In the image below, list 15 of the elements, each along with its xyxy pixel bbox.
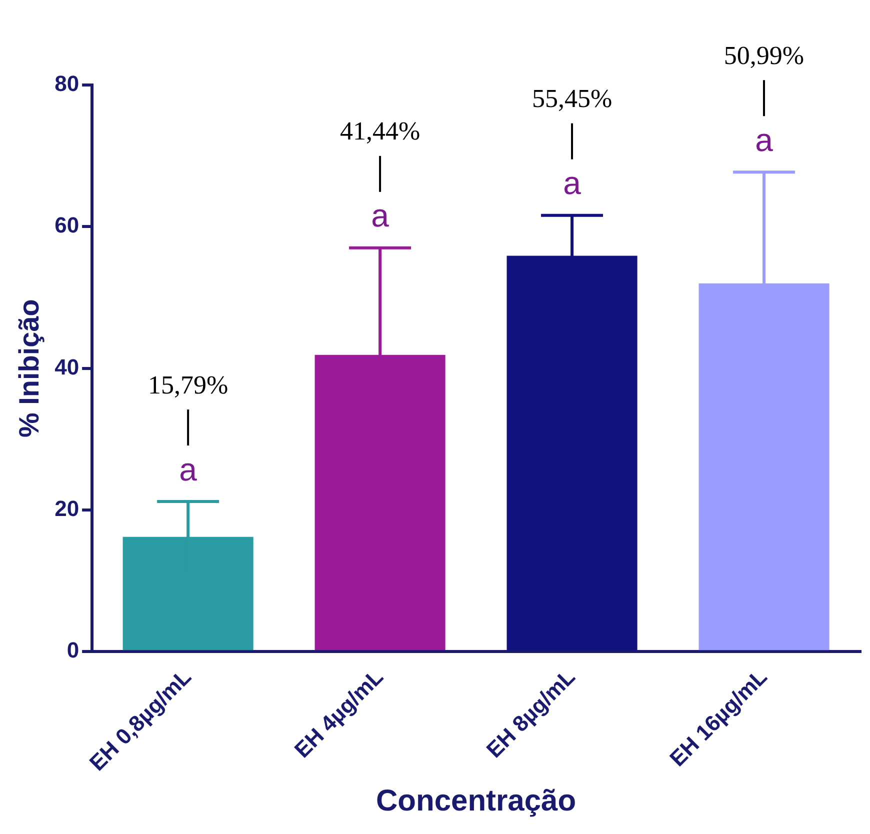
annotation: 55,45%	[532, 84, 612, 114]
annotation: a	[563, 165, 582, 202]
y-axis-title: % Inibição	[14, 299, 45, 438]
y-tick-label: 60	[54, 212, 80, 238]
y-tick-label: 20	[54, 496, 80, 522]
annotation: a	[179, 451, 198, 488]
y-tick-label: 80	[54, 71, 80, 96]
annotation: a	[371, 198, 390, 234]
y-tick-label: 0	[66, 638, 80, 663]
text: 50,99%	[724, 40, 804, 70]
x-axis-title: Concentração	[376, 784, 576, 818]
annotation: 15,79%	[148, 370, 228, 400]
y-tick-label: 40	[54, 354, 80, 380]
annotation: 41,44%	[340, 116, 420, 146]
annotation: a	[755, 122, 774, 158]
